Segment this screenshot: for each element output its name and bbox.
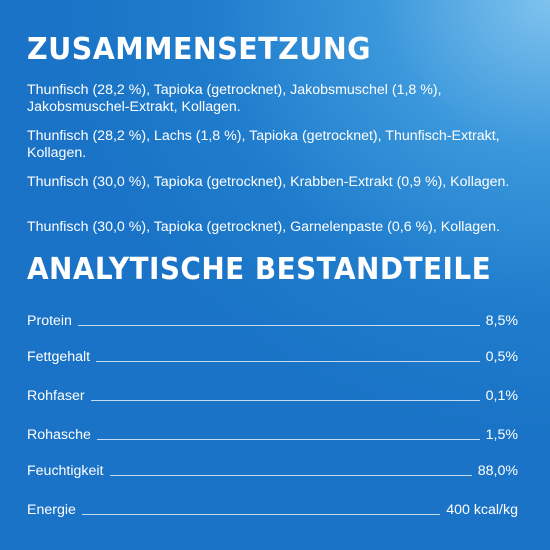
leader-line bbox=[109, 475, 472, 476]
analysis-label: Rohasche bbox=[27, 427, 91, 443]
analysis-value: 0,1% bbox=[485, 388, 518, 404]
composition-heading: ZUSAMMENSETZUNG bbox=[27, 32, 372, 67]
analysis-label: Energie bbox=[27, 502, 76, 518]
composition-variant-4: Thunfisch (30,0 %), Tapioka (getrocknet)… bbox=[27, 219, 500, 235]
analysis-value: 400 kcal/kg bbox=[446, 502, 518, 518]
analysis-label: Feuchtigkeit bbox=[27, 463, 104, 479]
analysis-row-moisture: Feuchtigkeit 88,0% bbox=[27, 460, 518, 480]
analysis-value: 88,0% bbox=[477, 463, 518, 479]
analysis-value: 8,5% bbox=[485, 313, 518, 329]
leader-line bbox=[77, 325, 480, 326]
analysis-heading: ANALYTISCHE BESTANDTEILE bbox=[27, 252, 492, 287]
analysis-row-protein: Protein 8,5% bbox=[27, 310, 518, 330]
analysis-value: 1,5% bbox=[485, 427, 518, 443]
leader-line bbox=[90, 400, 480, 401]
analysis-label: Rohfaser bbox=[27, 388, 85, 404]
analysis-label: Fettgehalt bbox=[27, 349, 91, 365]
composition-variant-2: Thunfisch (28,2 %), Lachs (1,8 %), Tapio… bbox=[27, 128, 500, 161]
composition-variant-3: Thunfisch (30,0 %), Tapioka (getrocknet)… bbox=[27, 174, 510, 190]
leader-line bbox=[81, 514, 441, 515]
leader-line bbox=[96, 361, 480, 362]
analysis-row-fiber: Rohfaser 0,1% bbox=[27, 385, 518, 405]
analysis-row-fat: Fettgehalt 0,5% bbox=[27, 346, 518, 366]
analysis-label: Protein bbox=[27, 313, 72, 329]
analysis-row-energy: Energie 400 kcal/kg bbox=[27, 499, 518, 519]
leader-line bbox=[96, 439, 480, 440]
composition-variant-1: Thunfisch (28,2 %), Tapioka (getrocknet)… bbox=[27, 82, 442, 115]
analysis-row-ash: Rohasche 1,5% bbox=[27, 424, 518, 444]
analysis-value: 0,5% bbox=[485, 349, 518, 365]
